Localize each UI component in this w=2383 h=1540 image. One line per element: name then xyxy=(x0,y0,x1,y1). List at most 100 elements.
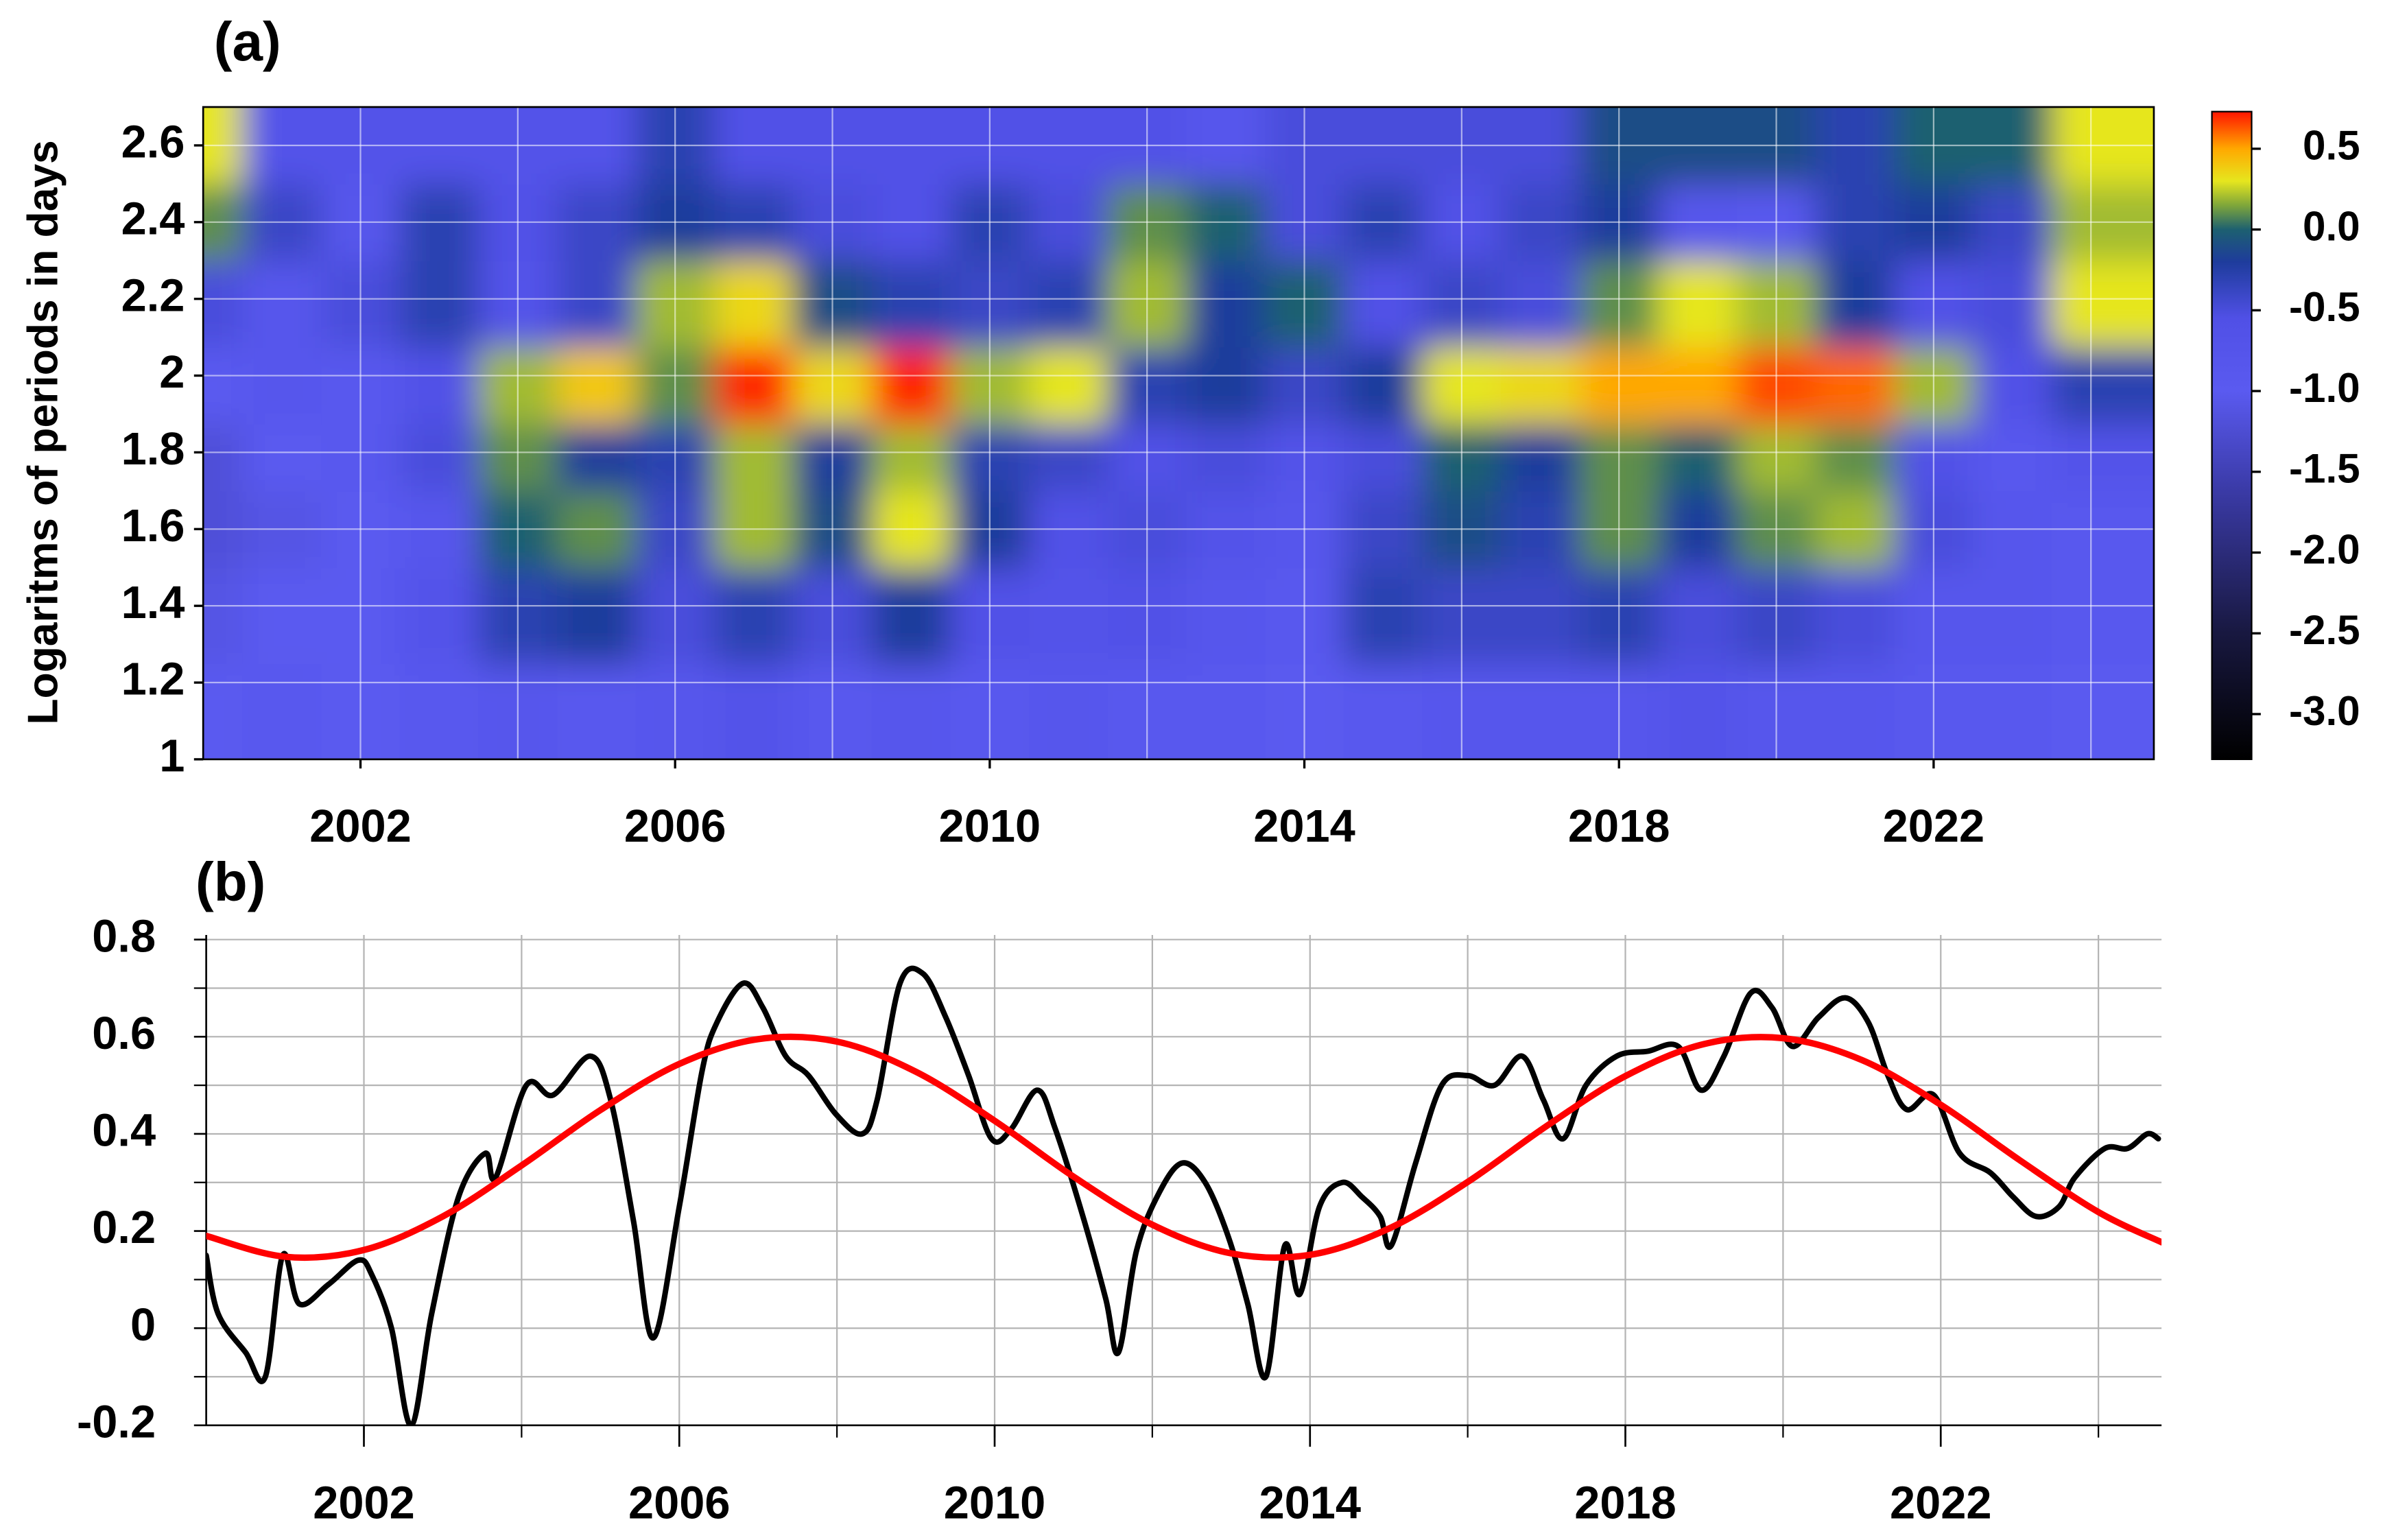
heatmap-cell xyxy=(1973,663,2053,759)
heatmap-cell xyxy=(1815,260,1895,348)
y-tick-label: 2.6 xyxy=(121,117,185,168)
heatmap-cell xyxy=(1973,423,2053,492)
x-tick-label: 2014 xyxy=(1259,1478,1361,1529)
heatmap-cell xyxy=(714,663,794,759)
heatmap-cell xyxy=(1973,346,2053,425)
heatmap-cell xyxy=(203,663,244,759)
heatmap-cell xyxy=(2051,260,2154,348)
x-tick-label: 2006 xyxy=(628,1478,731,1529)
heatmap-cell xyxy=(242,260,322,348)
heatmap-cell xyxy=(242,423,322,492)
y-tick-label: 0 xyxy=(130,1300,156,1351)
heatmap-cell xyxy=(203,567,244,665)
x-tick-label: 2022 xyxy=(1890,1478,1992,1529)
heatmap-cell xyxy=(1501,346,1580,425)
heatmap-cell xyxy=(1343,346,1423,425)
heatmap-cell xyxy=(242,663,322,759)
heatmap-cell xyxy=(1029,423,1108,492)
heatmap-cell xyxy=(1658,423,1738,492)
heatmap-cell xyxy=(1186,567,1266,665)
heatmap-cell xyxy=(714,423,794,492)
heatmap-cell xyxy=(1815,423,1895,492)
heatmap-cell xyxy=(871,663,951,759)
heatmap-cell xyxy=(1343,260,1423,348)
x-tick-label: 2010 xyxy=(944,1478,1046,1529)
y-tick-label: 1.6 xyxy=(121,501,185,552)
heatmap-cell xyxy=(1973,260,2053,348)
heatmap-cell xyxy=(871,260,951,348)
x-tick-label: 2006 xyxy=(624,801,726,852)
heatmap-cell xyxy=(1658,346,1738,425)
heatmap-cell xyxy=(203,346,244,425)
heatmap-cell xyxy=(1186,423,1266,492)
heatmap-cell xyxy=(2051,567,2154,665)
x-tick-label: 2022 xyxy=(1883,801,1985,852)
heatmap-cell xyxy=(1343,423,1423,492)
heatmap xyxy=(203,107,2154,759)
panel-label: (b) xyxy=(195,851,265,912)
y-tick-label: -0.2 xyxy=(77,1397,156,1447)
heatmap-cell xyxy=(557,260,637,348)
heatmap-cell xyxy=(1658,260,1738,348)
series-line xyxy=(206,1033,2162,1261)
heatmap-cell xyxy=(1029,346,1108,425)
heatmap-cell xyxy=(1658,663,1738,759)
heatmap-cell xyxy=(1658,567,1738,665)
heatmap-cell xyxy=(1343,663,1423,759)
colorbar-tick-label: -2.5 xyxy=(2289,607,2360,653)
heatmap-cell xyxy=(871,567,951,665)
heatmap-cell xyxy=(203,423,244,492)
heatmap-cell xyxy=(399,423,479,492)
series-line xyxy=(206,965,2161,1425)
heatmap-cells xyxy=(203,107,2154,759)
plot-area xyxy=(206,965,2162,1425)
x-tick-label: 2018 xyxy=(1568,801,1670,852)
colorbar-tick-label: -1.0 xyxy=(2289,365,2360,411)
heatmap-cell xyxy=(1029,663,1108,759)
heatmap-cell xyxy=(557,346,637,425)
y-tick-label: 2.2 xyxy=(121,270,185,321)
heatmap-cell xyxy=(1815,663,1895,759)
heatmap-cell xyxy=(714,260,794,348)
heatmap-cell xyxy=(1343,567,1423,665)
heatmap-cell xyxy=(399,663,479,759)
y-tick-label: 1 xyxy=(159,731,185,782)
x-tick-label: 2014 xyxy=(1253,801,1355,852)
heatmap-cell xyxy=(557,567,637,665)
x-tick-label: 2002 xyxy=(313,1478,415,1529)
heatmap-cell xyxy=(1029,567,1108,665)
x-tick-label: 2018 xyxy=(1574,1478,1676,1529)
y-tick-label: 2.4 xyxy=(121,193,185,244)
heatmap-cell xyxy=(2051,423,2154,492)
axes-a: 1 1.2 1.4 1.6 1.8 2 2.2 2.4 2.6 2002 2006 2010 2014 2… xyxy=(121,106,2360,852)
y-axis-label: Logaritms of periods in days xyxy=(19,140,67,724)
y-tick-label: 0.8 xyxy=(92,911,156,962)
colorbar-tick-label: -3.0 xyxy=(2289,688,2360,734)
heatmap-cell xyxy=(399,346,479,425)
heatmap-cell xyxy=(871,423,951,492)
heatmap-cell xyxy=(1973,567,2053,665)
colorbar-tick-label: -0.5 xyxy=(2289,284,2360,330)
heatmap-cell xyxy=(557,663,637,759)
heatmap-cell xyxy=(2051,663,2154,759)
heatmap-cell xyxy=(1186,260,1266,348)
heatmap-cell xyxy=(1029,260,1108,348)
colorbar-tick-label: 0.5 xyxy=(2303,123,2360,169)
heatmap-cell xyxy=(1501,423,1580,492)
heatmap-cell xyxy=(203,260,244,348)
colorbar-tick-label: -1.5 xyxy=(2289,446,2360,492)
heatmap-cell xyxy=(1815,346,1895,425)
heatmap-cell xyxy=(557,423,637,492)
y-tick-label: 1.8 xyxy=(121,424,185,475)
heatmap-cell xyxy=(399,260,479,348)
axes-b: -0.2 0 0.2 0.4 0.6 0.8 2002 2006 2010 2014 2018 202… xyxy=(77,911,2162,1529)
heatmap-cell xyxy=(242,346,322,425)
colorbar-tick-label: -2.0 xyxy=(2289,526,2360,572)
y-tick-label: 0.4 xyxy=(92,1106,156,1157)
heatmap-cell xyxy=(714,346,794,425)
heatmap-cell xyxy=(714,567,794,665)
heatmap-cell xyxy=(399,567,479,665)
heatmap-cell xyxy=(871,346,951,425)
